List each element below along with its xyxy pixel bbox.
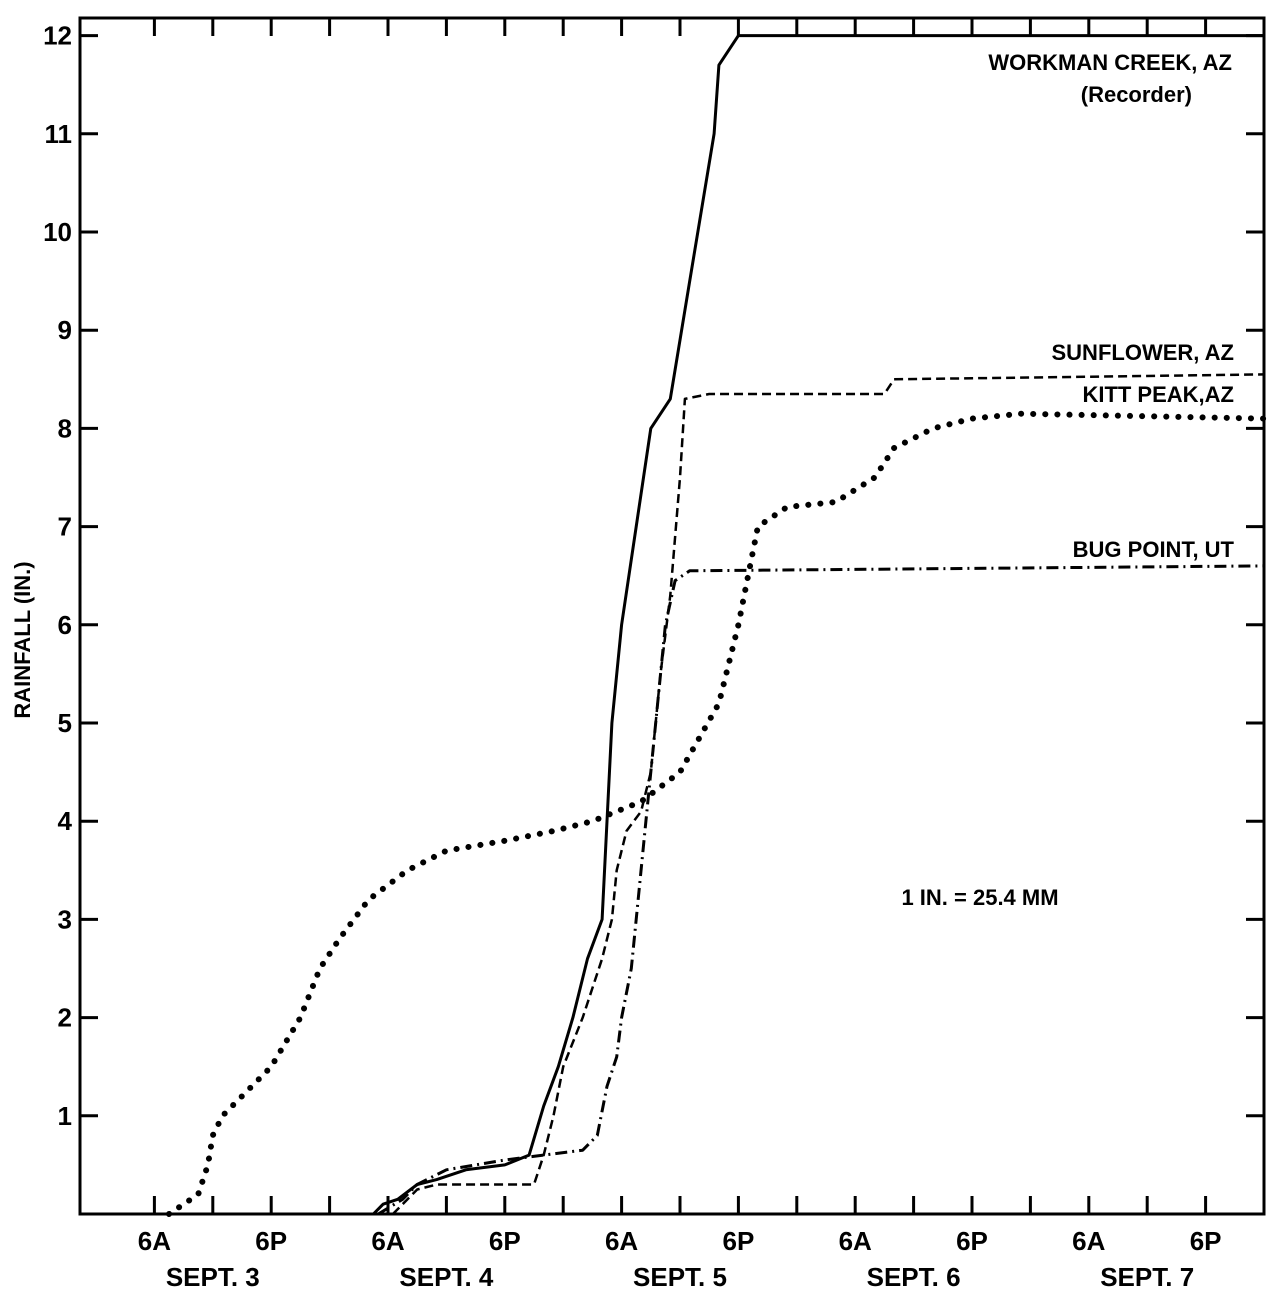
x-tick-label: 6P <box>722 1226 754 1256</box>
x-tick-labels: 6A 6P 6A 6P 6A 6P 6A 6P 6A 6P <box>138 1226 1222 1256</box>
y-tick-label: 1 <box>58 1101 72 1131</box>
day-label: SEPT. 4 <box>399 1262 493 1292</box>
x-tick-label: 6P <box>255 1226 287 1256</box>
x-tick-label: 6A <box>605 1226 638 1256</box>
series-label-3: BUG POINT, UT <box>1073 537 1235 562</box>
y-tick-label: 6 <box>58 610 72 640</box>
x-tick-label: 6A <box>839 1226 872 1256</box>
series-labels: WORKMAN CREEK, AZ (Recorder) SUNFLOWER, AZ… <box>988 50 1234 562</box>
x-tick-label: 6P <box>956 1226 988 1256</box>
day-label: SEPT. 7 <box>1100 1262 1194 1292</box>
day-label: SEPT. 6 <box>867 1262 961 1292</box>
x-tick-label: 6A <box>371 1226 404 1256</box>
series-line-2 <box>166 410 1267 1217</box>
series-lines <box>166 34 1267 1217</box>
series-line-1 <box>392 373 1265 1215</box>
y-axis-title: RAINFALL (IN.) <box>10 561 35 718</box>
y-tick-label: 4 <box>58 806 73 836</box>
y-tick-label: 2 <box>58 1003 72 1033</box>
y-tick-label: 8 <box>58 413 72 443</box>
series-line-3 <box>377 564 1265 1216</box>
y-tick-label: 11 <box>45 119 73 149</box>
y-tick-label: 9 <box>58 315 72 345</box>
plot-frame <box>78 16 1266 1216</box>
x-tick-label: 6A <box>138 1226 171 1256</box>
day-labels: SEPT. 3 SEPT. 4 SEPT. 5 SEPT. 6 SEPT. 7 <box>166 1262 1194 1292</box>
x-tick-label: 6A <box>1072 1226 1105 1256</box>
axis-ticks <box>80 18 1264 1214</box>
y-tick-label: 3 <box>58 904 72 934</box>
y-tick-label: 12 <box>43 21 72 51</box>
x-tick-label: 6P <box>1190 1226 1222 1256</box>
day-label: SEPT. 5 <box>633 1262 727 1292</box>
day-label: SEPT. 3 <box>166 1262 260 1292</box>
series-line-0 <box>372 34 1264 1216</box>
x-tick-label: 6P <box>489 1226 521 1256</box>
series-label-0: WORKMAN CREEK, AZ <box>988 50 1232 75</box>
series-label-note: (Recorder) <box>1081 82 1192 107</box>
y-tick-label: 10 <box>43 217 72 247</box>
series-label-2: KITT PEAK,AZ <box>1082 382 1234 407</box>
y-tick-label: 7 <box>58 512 72 542</box>
unit-annotation: 1 IN. = 25.4 MM <box>901 885 1058 910</box>
y-tick-label: 5 <box>58 708 72 738</box>
series-label-1: SUNFLOWER, AZ <box>1052 340 1235 365</box>
